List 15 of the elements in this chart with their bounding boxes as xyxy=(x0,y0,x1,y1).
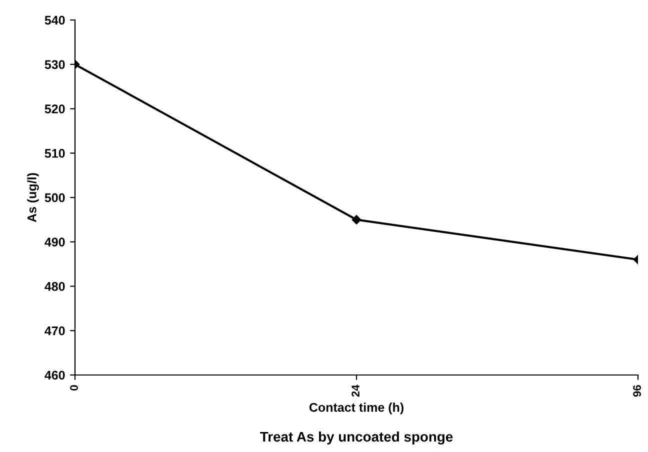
x-tick-label: 24 xyxy=(352,384,360,397)
y-axis-title: As (ug/l) xyxy=(27,173,39,222)
y-tick-label: 460 xyxy=(44,370,65,380)
y-tick-label: 530 xyxy=(44,60,65,70)
y-tick-label: 540 xyxy=(44,16,65,25)
x-tick-label: 96 xyxy=(633,385,641,397)
y-tick-label: 500 xyxy=(44,193,65,202)
y-tick-label: 490 xyxy=(44,238,65,247)
x-axis-title: Contact time (h) xyxy=(309,402,404,414)
y-tick-label: 480 xyxy=(44,282,65,291)
y-tick-label: 520 xyxy=(44,104,65,114)
y-tick-label: 510 xyxy=(44,148,65,158)
text: Treat As by uncoated sponge xyxy=(260,431,453,445)
y-tick-label: 470 xyxy=(44,326,65,336)
x-tick-label: 0 xyxy=(70,385,78,390)
